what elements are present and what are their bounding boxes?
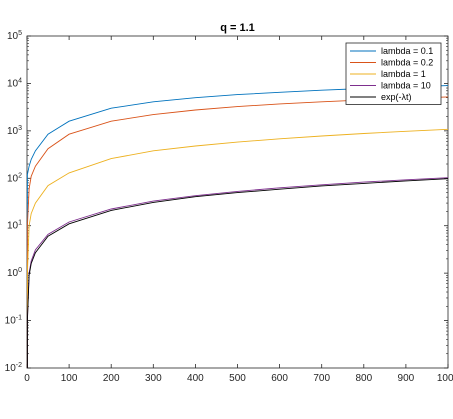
x-tick-label: 800 bbox=[355, 373, 372, 384]
y-tick-base: 10 bbox=[7, 268, 19, 279]
legend-entry: lambda = 10 bbox=[381, 81, 431, 91]
legend-entry: lambda = 0.1 bbox=[381, 46, 433, 56]
y-tick-base: 10 bbox=[7, 173, 19, 184]
x-tick-label: 500 bbox=[229, 373, 246, 384]
y-tick-exponent: -2 bbox=[16, 362, 22, 369]
x-tick-label: 200 bbox=[103, 373, 120, 384]
series-line-0 bbox=[26, 85, 449, 368]
chart-title: q = 1.1 bbox=[220, 22, 255, 34]
series-line-2 bbox=[26, 128, 449, 368]
y-tick-label: 102 bbox=[7, 172, 22, 184]
x-tick-label: 100 bbox=[61, 373, 78, 384]
y-tick-base: 10 bbox=[7, 31, 19, 42]
series-line-4 bbox=[26, 178, 449, 368]
legend-entry: lambda = 1 bbox=[381, 69, 426, 79]
y-tick-base: 10 bbox=[7, 221, 19, 232]
plot-area: q = 1.1010020030040050060070080090010001… bbox=[5, 22, 453, 384]
y-tick-base: 10 bbox=[5, 316, 17, 327]
y-tick-label: 105 bbox=[7, 30, 22, 42]
y-tick-label: 103 bbox=[7, 125, 22, 137]
y-tick-base: 10 bbox=[5, 363, 17, 374]
x-tick-label: 700 bbox=[313, 373, 330, 384]
y-tick-exponent: -1 bbox=[16, 315, 22, 322]
y-tick-exponent: 3 bbox=[18, 125, 22, 132]
y-tick-label: 10-1 bbox=[5, 315, 22, 327]
y-tick-label: 100 bbox=[7, 267, 22, 279]
x-tick-label: 600 bbox=[271, 373, 288, 384]
y-tick-label: 101 bbox=[7, 220, 22, 232]
y-tick-base: 10 bbox=[7, 126, 19, 137]
y-tick-exponent: 4 bbox=[18, 77, 22, 84]
x-tick-label: 1000 bbox=[437, 373, 453, 384]
legend-entry: lambda = 0.2 bbox=[381, 58, 433, 68]
x-tick-label: 400 bbox=[187, 373, 204, 384]
series-line-1 bbox=[26, 96, 449, 368]
y-tick-exponent: 2 bbox=[18, 172, 22, 179]
y-tick-base: 10 bbox=[7, 78, 19, 89]
x-tick-label: 300 bbox=[145, 373, 162, 384]
x-tick-label: 900 bbox=[398, 373, 415, 384]
y-tick-exponent: 0 bbox=[18, 267, 22, 274]
y-tick-label: 104 bbox=[7, 77, 22, 89]
y-tick-exponent: 1 bbox=[18, 220, 22, 227]
y-tick-label: 10-2 bbox=[5, 362, 22, 374]
legend-entry: exp(-λt) bbox=[381, 92, 412, 102]
y-tick-exponent: 5 bbox=[18, 30, 22, 37]
x-tick-label: 0 bbox=[24, 373, 30, 384]
